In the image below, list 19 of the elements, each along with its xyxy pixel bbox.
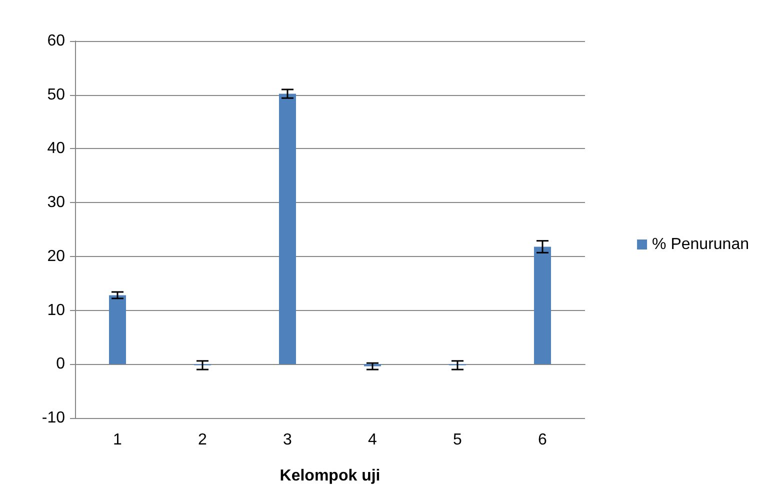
bar [534, 246, 551, 364]
x-tick-label: 5 [453, 432, 462, 448]
bar [279, 94, 296, 364]
bar [109, 295, 126, 364]
x-tick-label: 6 [538, 432, 548, 448]
x-tick-label: 1 [113, 432, 122, 448]
y-tick-label: 30 [47, 194, 66, 212]
y-tick-label: 20 [47, 248, 66, 265]
legend-label: % Penurunan [652, 236, 750, 253]
x-tick-label: 4 [368, 432, 378, 448]
y-tick-label: 40 [47, 140, 66, 158]
y-tick-label: -10 [42, 410, 66, 426]
x-axis-title: Kelompok uji [280, 468, 380, 484]
x-tick-label: 2 [198, 432, 208, 448]
y-tick-label: 0 [56, 356, 66, 373]
x-tick-label: 3 [283, 432, 292, 448]
y-tick-label: 50 [47, 86, 66, 104]
y-tick-label: 10 [47, 302, 66, 319]
y-tick-label: 60 [47, 32, 66, 50]
